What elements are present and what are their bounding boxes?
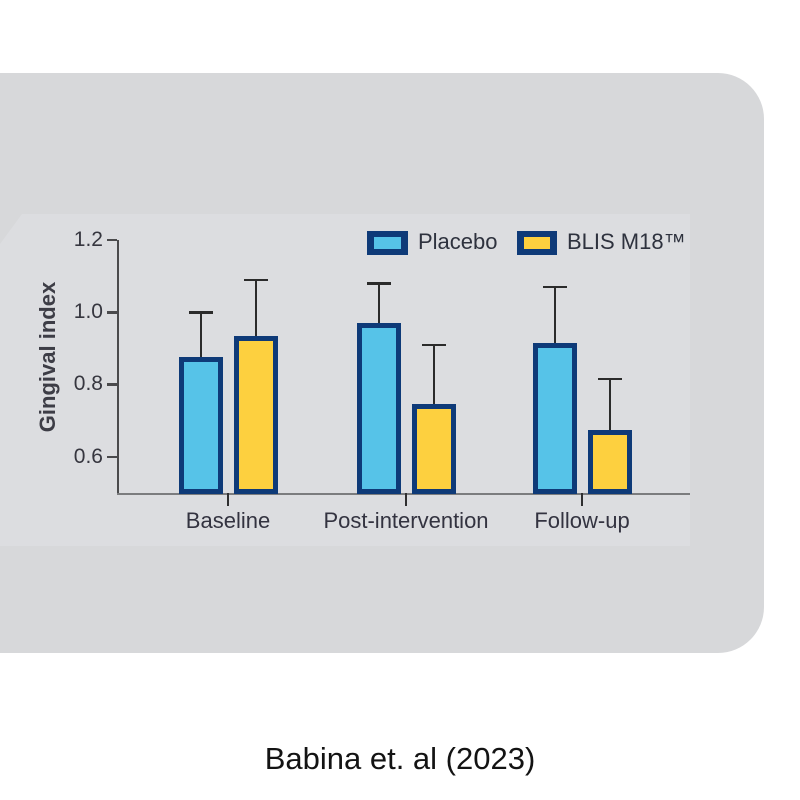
error-bar-cap — [244, 278, 268, 281]
x-tick-label: Post-intervention — [323, 508, 489, 533]
bar-blis-m18-post-intervention — [412, 404, 456, 494]
y-tick-label: 1.0 — [73, 300, 103, 324]
error-bar-cap — [189, 311, 213, 314]
error-bar-cap — [422, 343, 446, 347]
legend-swatch-placebo-fill — [374, 237, 401, 249]
x-axis-line — [117, 493, 690, 496]
error-bar-line — [432, 344, 436, 408]
bar-blis-m18-follow-up — [588, 429, 632, 494]
x-tick — [581, 493, 584, 506]
bar-placebo-follow-up — [533, 342, 577, 494]
legend-swatch-blis-m18-fill — [524, 237, 550, 249]
bar-placebo-post-intervention — [357, 323, 401, 494]
x-tick — [405, 493, 408, 506]
x-tick-label: Follow-up — [534, 508, 630, 533]
y-tick — [107, 383, 117, 386]
citation-caption: Babina et. al (2023) — [264, 741, 536, 776]
error-bar-line — [254, 279, 258, 339]
error-bar-cap — [367, 282, 391, 285]
x-tick — [227, 493, 230, 506]
y-tick-label: 0.8 — [73, 372, 103, 396]
error-bar-cap — [543, 285, 567, 289]
error-bar-line — [199, 312, 203, 361]
y-tick-label: 1.2 — [73, 227, 103, 251]
x-tick-label: Baseline — [185, 508, 271, 533]
error-bar-line — [553, 286, 557, 346]
error-bar-line — [377, 283, 381, 326]
bar-placebo-baseline — [179, 357, 223, 494]
y-tick — [107, 311, 117, 314]
legend-swatch-blis-m18 — [517, 231, 557, 255]
error-bar-line — [608, 379, 612, 433]
y-tick — [107, 238, 117, 242]
legend-swatch-placebo — [367, 231, 408, 255]
legend-label-blis-m18: BLIS M18™ — [567, 229, 686, 254]
legend-label-placebo: Placebo — [418, 229, 498, 254]
error-bar-cap — [598, 378, 622, 381]
y-tick — [107, 455, 117, 459]
bar-blis-m18-baseline — [234, 335, 278, 494]
y-tick-label: 0.6 — [73, 444, 103, 468]
y-axis-line — [117, 239, 120, 495]
